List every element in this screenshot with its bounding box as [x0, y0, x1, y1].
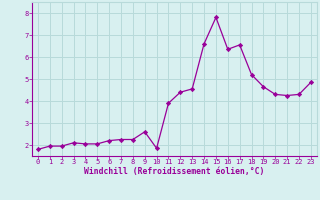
X-axis label: Windchill (Refroidissement éolien,°C): Windchill (Refroidissement éolien,°C): [84, 167, 265, 176]
